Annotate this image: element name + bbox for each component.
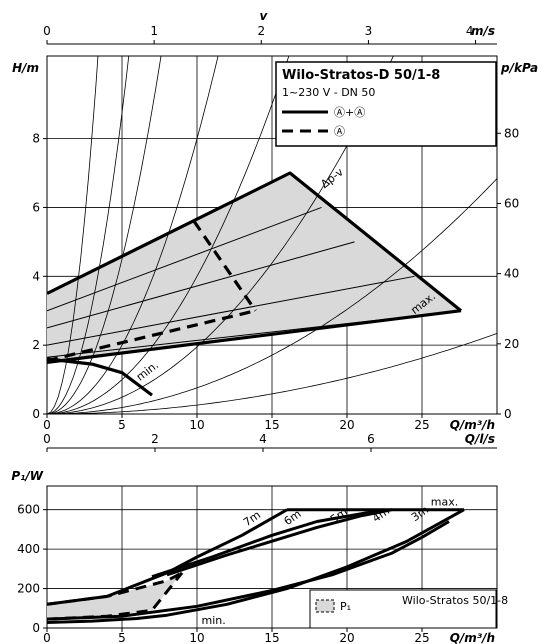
pressure-tick-label: 80	[504, 126, 519, 140]
power-series-line	[47, 571, 184, 621]
flow-tick-label: 15	[264, 418, 279, 432]
head-tick-label: 4	[32, 269, 40, 283]
velocity-tick-label: 1	[150, 24, 158, 38]
power-tick-label: 400	[17, 542, 40, 556]
pressure-axis-label: p/kPa	[500, 61, 538, 75]
power-legend-label: Wilo-Stratos 50/1-8	[402, 594, 508, 607]
power-flow-tick-label: 25	[414, 631, 429, 644]
legend-dashed-label: Ⓐ	[334, 125, 345, 138]
head-series-line	[192, 220, 257, 312]
head-tick-label: 0	[32, 407, 40, 421]
power-series-line	[47, 508, 288, 606]
flow-ls-tick-label: 2	[151, 432, 159, 446]
flow-tick-label: 20	[339, 418, 354, 432]
system-curve	[47, 56, 290, 414]
system-curve	[47, 56, 219, 414]
flow-ls-axis-label: Q/l/s	[465, 432, 495, 446]
power-flow-tick-label: 15	[264, 631, 279, 644]
dpv-inner-line	[47, 241, 355, 329]
legend-solid-label: Ⓐ+Ⓐ	[334, 106, 365, 119]
power-legend-swatch	[315, 599, 335, 613]
pressure-tick-label: 20	[504, 337, 519, 351]
power-flow-tick-label: 5	[118, 631, 126, 644]
power-tick-label: 0	[32, 621, 40, 635]
head-plot-content	[47, 56, 497, 414]
head-series-line	[47, 171, 463, 312]
power-legend-symbol: P₁	[340, 600, 351, 613]
power-head-label: 3m	[409, 503, 431, 524]
power-flow-axis-label: Q/m³/h	[450, 631, 495, 644]
pressure-tick-label: 0	[504, 407, 512, 421]
power-head-label: 4m	[370, 504, 392, 525]
head-tick-label: 6	[32, 200, 40, 214]
power-series-line	[47, 520, 450, 621]
flow-ls-tick-label: 6	[367, 432, 375, 446]
flow-tick-label: 25	[414, 418, 429, 432]
dpv-region	[47, 173, 461, 363]
system-curve	[47, 333, 497, 414]
head-tick-label: 2	[32, 338, 40, 352]
pressure-tick-label: 60	[504, 196, 519, 210]
head-tick-label: 8	[32, 132, 40, 146]
system-curve	[47, 56, 130, 414]
head-series-line	[47, 357, 153, 397]
velocity-unit-label: m/s	[471, 24, 495, 38]
system-curve	[47, 56, 162, 414]
velocity-tick-label: 4	[466, 24, 474, 38]
head-series-line	[47, 309, 462, 364]
dpv-inner-line	[47, 275, 415, 346]
legend-title: Wilo-Stratos-D 50/1-8	[282, 68, 440, 83]
system-curve	[47, 178, 497, 414]
flow-tick-label: 10	[189, 418, 204, 432]
system-curve	[47, 56, 99, 414]
p1-region	[47, 572, 182, 620]
power-tick-label: 600	[17, 503, 40, 517]
velocity-tick-label: 3	[365, 24, 373, 38]
min-label: min.	[134, 358, 161, 383]
dpv-inner-line	[47, 206, 322, 312]
power-series-line	[166, 508, 393, 577]
legend-subtitle: 1~230 V - DN 50	[282, 86, 375, 99]
power-series-line	[47, 571, 183, 606]
power-series-line	[151, 508, 385, 579]
velocity-axis-label: v	[260, 9, 269, 23]
head-axis-label: H/m	[12, 61, 39, 75]
system-curve	[47, 56, 394, 414]
power-axis-label: P₁/W	[11, 469, 43, 483]
power-series-line	[47, 508, 465, 624]
flow-axis-label: Q/m³/h	[450, 418, 495, 432]
power-flow-tick-label: 10	[189, 631, 204, 644]
pressure-tick-label: 40	[504, 267, 519, 281]
power-legend-box	[309, 589, 497, 629]
flow-tick-label: 0	[43, 418, 51, 432]
flow-tick-label: 5	[118, 418, 126, 432]
flow-ls-tick-label: 0	[43, 432, 51, 446]
velocity-tick-label: 2	[257, 24, 265, 38]
dpv-label: Δp-v	[318, 165, 346, 191]
power-max-label: max.	[431, 496, 458, 509]
velocity-tick-label: 0	[43, 24, 51, 38]
chart-layer: 0 1 2 3 4vm/smax.Δp-vmin.02468H/m020406080p/…	[11, 9, 538, 644]
power-flow-tick-label: 0	[43, 631, 51, 644]
power-flow-tick-label: 20	[339, 631, 354, 644]
power-min-label: min.	[202, 614, 226, 627]
power-tick-label: 200	[17, 582, 40, 596]
legend-box	[275, 61, 497, 147]
power-plot-content	[47, 486, 497, 628]
flow-ls-tick-label: 4	[259, 432, 267, 446]
